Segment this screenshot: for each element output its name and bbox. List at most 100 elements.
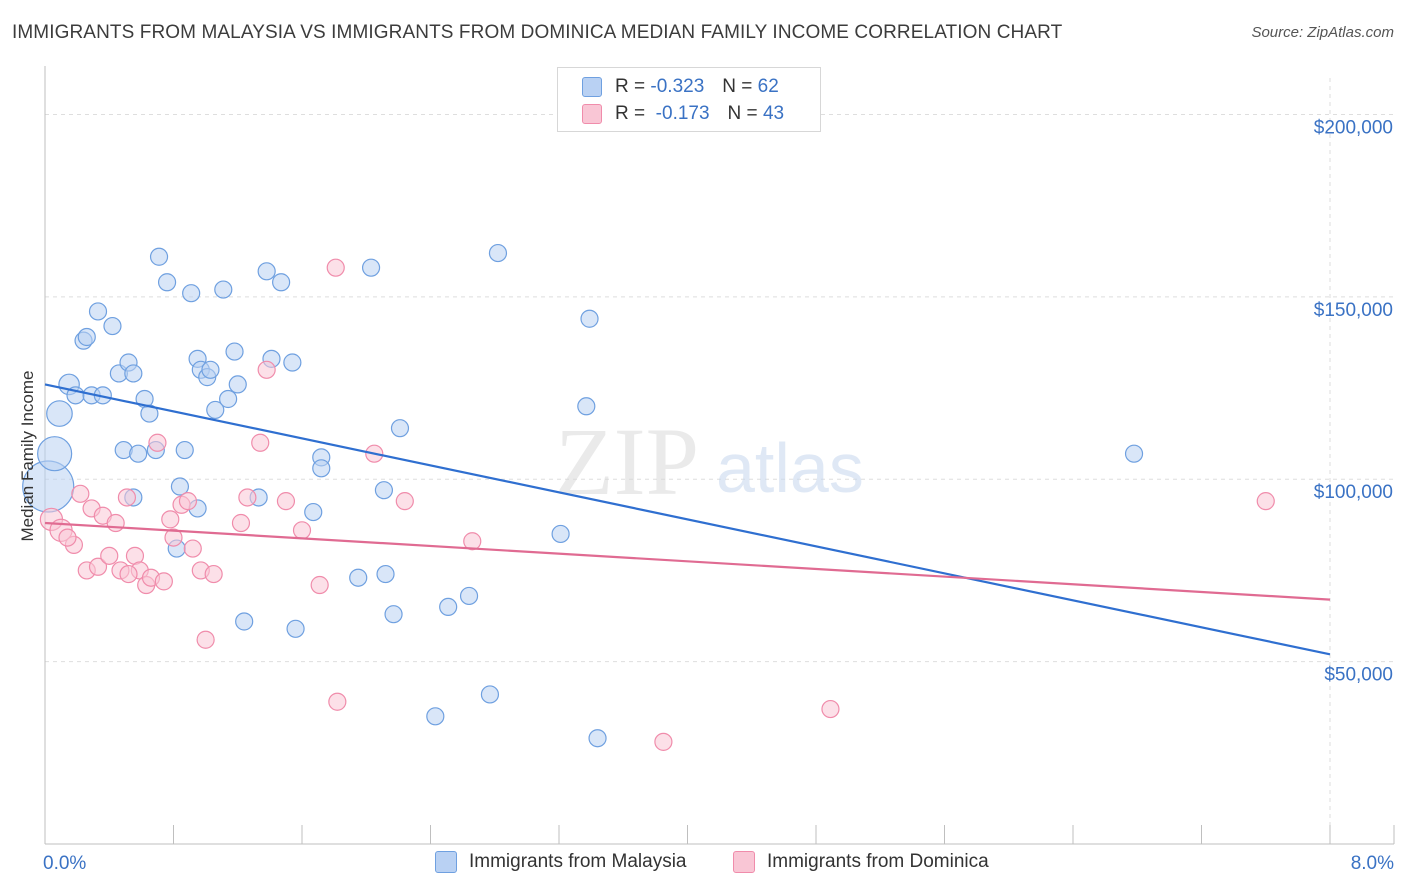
y-tick-label: $150,000	[1314, 300, 1393, 321]
point-malaysia	[77, 327, 96, 347]
series-name-dominica: Immigrants from Dominica	[767, 851, 989, 872]
point-malaysia	[124, 364, 143, 383]
point-dominica	[821, 699, 840, 719]
legend-n-value-malaysia: 62	[757, 76, 779, 97]
legend-swatch-dominica	[582, 104, 602, 124]
point-dominica	[1256, 492, 1275, 511]
legend-r-value-malaysia: -0.323	[650, 76, 705, 97]
y-axis-label: Median Family Income	[18, 370, 37, 542]
series-legend-malaysia: Immigrants from Malaysia	[435, 851, 687, 873]
point-malaysia	[228, 375, 247, 394]
point-malaysia	[129, 444, 148, 463]
series-swatch-malaysia	[435, 851, 457, 873]
legend-row-malaysia: R = -0.323 N = 62	[582, 75, 779, 99]
point-malaysia	[235, 612, 254, 631]
point-malaysia	[480, 685, 500, 704]
point-dominica	[292, 521, 312, 540]
source-label: Source: ZipAtlas.com	[1251, 24, 1394, 41]
point-malaysia	[304, 502, 323, 522]
legend-r-label: R =	[615, 103, 646, 124]
correlation-legend: R = -0.323 N = 62 R = -0.173 N = 43	[557, 67, 821, 132]
point-malaysia	[272, 273, 291, 292]
point-dominica	[164, 528, 183, 547]
point-dominica	[117, 488, 137, 507]
y-tick-label: $200,000	[1314, 117, 1393, 138]
point-dominica	[310, 575, 329, 595]
x-tick-label: 0.0%	[43, 853, 86, 874]
point-dominica	[328, 692, 347, 711]
point-malaysia	[376, 564, 395, 584]
point-malaysia	[312, 459, 331, 478]
point-malaysia	[349, 568, 368, 587]
watermark: ZIP atlas	[555, 408, 864, 515]
point-dominica	[183, 539, 202, 558]
point-dominica	[276, 492, 296, 511]
point-malaysia	[283, 353, 302, 372]
point-dominica	[106, 513, 125, 533]
point-malaysia	[170, 477, 190, 496]
point-malaysia	[577, 397, 596, 416]
point-malaysia	[219, 389, 238, 409]
point-dominica	[71, 484, 90, 503]
point-dominica	[257, 360, 276, 379]
point-malaysia	[103, 316, 122, 336]
legend-n-label: N =	[727, 103, 758, 124]
point-malaysia	[390, 419, 410, 438]
data-points	[22, 243, 1275, 751]
point-dominica	[238, 488, 257, 507]
watermark-zip: ZIP	[555, 408, 699, 515]
y-tick-label: $50,000	[1324, 665, 1393, 686]
point-malaysia	[588, 729, 607, 748]
x-tick-label: 8.0%	[1351, 853, 1394, 874]
tick-labels: $50,000 $100,000 $150,000 $200,000 0.0% 8.0%	[43, 117, 1394, 874]
point-malaysia	[88, 302, 108, 321]
point-dominica	[463, 532, 482, 551]
chart-title: IMMIGRANTS FROM MALAYSIA VS IMMIGRANTS F…	[12, 22, 1063, 43]
trend-line-dominica	[44, 521, 1331, 601]
legend-swatch-malaysia	[582, 77, 602, 97]
legend-r-value-dominica: -0.173	[655, 103, 710, 124]
point-malaysia	[37, 436, 73, 472]
point-malaysia	[157, 273, 177, 292]
point-malaysia	[551, 524, 570, 544]
point-malaysia	[580, 309, 599, 328]
point-dominica	[395, 492, 414, 511]
point-malaysia	[214, 280, 233, 299]
trend-line-malaysia	[44, 383, 1331, 656]
series-name-malaysia: Immigrants from Malaysia	[469, 851, 687, 872]
legend-n-value-dominica: 43	[762, 103, 785, 124]
watermark-atlas: atlas	[716, 429, 864, 507]
point-dominica	[178, 492, 198, 511]
point-dominica	[119, 564, 138, 584]
trend-lines	[44, 383, 1331, 656]
legend-n-label: N =	[722, 76, 753, 97]
point-malaysia	[257, 262, 276, 281]
point-malaysia	[488, 243, 508, 263]
point-malaysia	[149, 247, 169, 266]
point-dominica	[100, 546, 119, 565]
point-malaysia	[361, 258, 381, 277]
point-dominica	[231, 513, 251, 533]
point-malaysia	[459, 586, 479, 606]
point-malaysia	[286, 619, 305, 638]
point-malaysia	[384, 605, 403, 624]
series-swatch-dominica	[733, 851, 755, 873]
point-malaysia	[374, 481, 394, 500]
point-malaysia	[225, 342, 244, 361]
point-malaysia	[206, 400, 225, 420]
point-malaysia	[140, 404, 159, 423]
point-dominica	[148, 433, 167, 452]
point-malaysia	[175, 440, 194, 460]
point-malaysia	[426, 707, 445, 726]
point-malaysia	[46, 400, 73, 427]
point-dominica	[196, 630, 215, 649]
point-dominica	[88, 557, 108, 576]
point-dominica	[204, 564, 223, 584]
point-dominica	[161, 510, 180, 529]
point-dominica	[154, 572, 173, 591]
point-dominica	[251, 433, 270, 452]
y-tick-label: $100,000	[1314, 482, 1393, 503]
point-malaysia	[1124, 444, 1144, 463]
point-malaysia	[439, 597, 458, 617]
